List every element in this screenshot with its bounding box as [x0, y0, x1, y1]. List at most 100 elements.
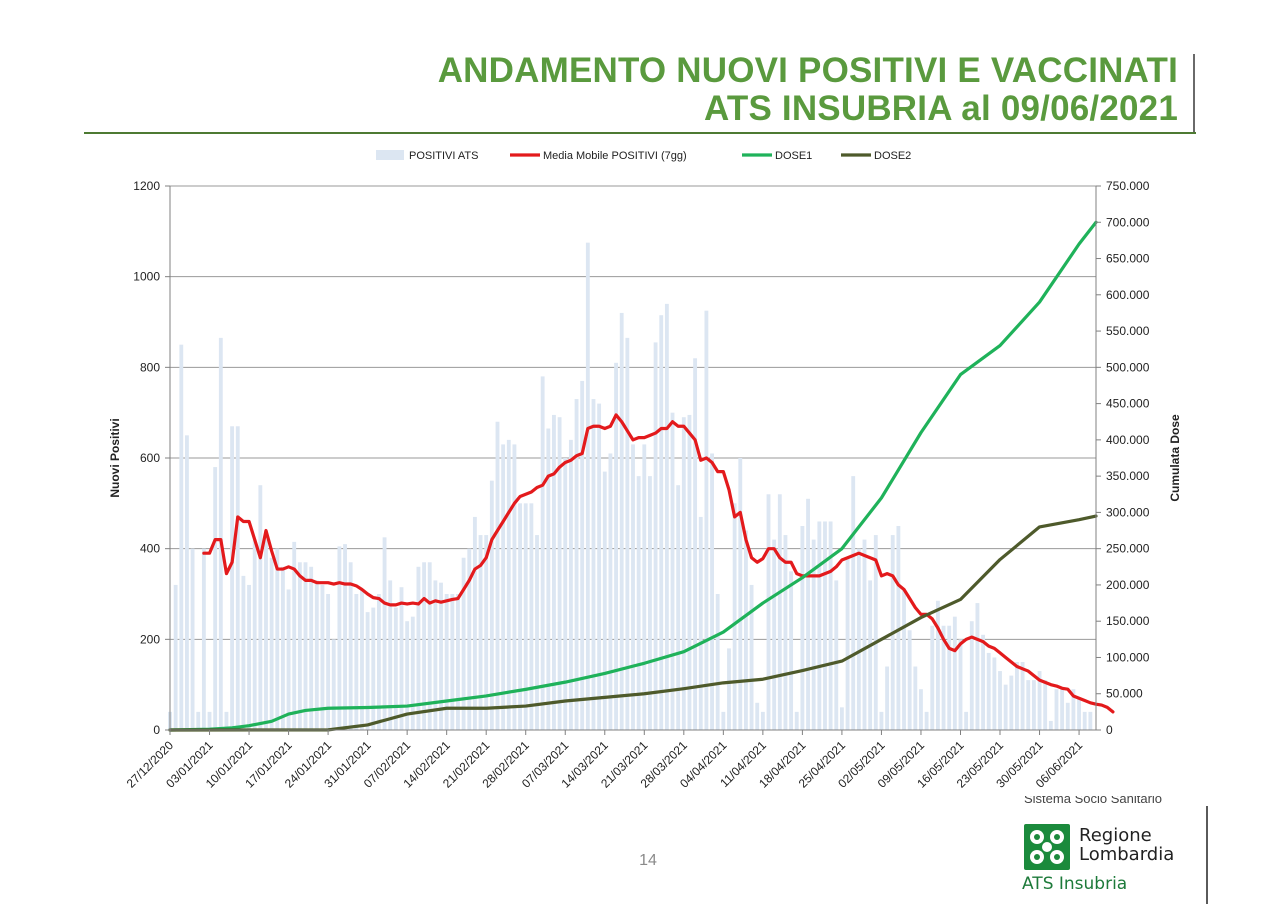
- bar: [546, 428, 551, 730]
- bar: [399, 587, 404, 730]
- bar: [1015, 662, 1019, 730]
- bar: [800, 526, 805, 730]
- bar: [506, 439, 511, 730]
- bar: [755, 702, 760, 730]
- y2-tick-label: 500.000: [1106, 360, 1150, 374]
- bar: [868, 580, 873, 730]
- legend-label-0: POSITIVI ATS: [409, 150, 478, 162]
- title-line-1: ANDAMENTO NUOVI POSITIVI E VACCINATI: [437, 51, 1178, 90]
- bar: [410, 616, 415, 730]
- bar: [698, 516, 703, 730]
- bar: [749, 584, 754, 730]
- bar: [190, 548, 195, 730]
- y2-tick-label: 250.000: [1106, 542, 1150, 556]
- bar: [856, 548, 861, 730]
- bar: [879, 711, 884, 730]
- bar: [427, 562, 432, 730]
- bar: [529, 503, 534, 730]
- page-number: 14: [639, 852, 657, 869]
- bar: [930, 625, 935, 730]
- y-tick-label: 800: [140, 360, 160, 374]
- y2-tick-label: 650.000: [1106, 252, 1150, 266]
- line-dose1: [168, 220, 1098, 732]
- bar: [201, 548, 206, 730]
- bar: [439, 582, 443, 730]
- logo-name-line-2: Lombardia: [1079, 844, 1175, 865]
- bar: [935, 600, 940, 730]
- bar: [275, 548, 280, 730]
- bar: [1065, 702, 1070, 730]
- bar-series-positivi: [168, 242, 1093, 731]
- bar: [422, 562, 427, 730]
- bar: [512, 444, 517, 730]
- bar: [806, 498, 810, 730]
- bar: [602, 471, 607, 730]
- y2-tick-label: 450.000: [1106, 397, 1150, 411]
- bar: [998, 671, 1002, 730]
- bar: [326, 594, 331, 730]
- bar: [648, 476, 652, 730]
- y2-tick-label: 200.000: [1106, 578, 1150, 592]
- bar: [727, 648, 731, 730]
- bar: [1009, 675, 1014, 730]
- bar: [1026, 680, 1031, 730]
- bar: [371, 607, 376, 730]
- bar: [591, 399, 596, 730]
- y-tick-label: 1200: [133, 179, 160, 193]
- bar: [687, 414, 692, 730]
- legend-label-1: Media Mobile POSITIVI (7gg): [543, 150, 687, 162]
- bar: [964, 711, 969, 730]
- bar: [252, 539, 257, 730]
- bar: [224, 711, 229, 730]
- legend-swatch-0: [376, 150, 404, 160]
- bar: [738, 458, 743, 730]
- bar: [1031, 680, 1036, 730]
- bar: [179, 344, 184, 730]
- y2-tick-label: 700.000: [1106, 215, 1150, 229]
- bar: [247, 584, 251, 730]
- bar: [941, 625, 946, 730]
- bar: [1071, 689, 1076, 730]
- bar: [444, 594, 449, 730]
- y2-tick-label: 150.000: [1106, 614, 1150, 628]
- bar: [281, 566, 285, 730]
- bar: [625, 337, 630, 730]
- bar: [574, 399, 579, 730]
- bar: [467, 548, 472, 730]
- logo-top-text: Sistema Socio Sanitario: [1024, 796, 1163, 806]
- y2-tick-label: 0: [1106, 723, 1113, 737]
- bar: [777, 494, 782, 730]
- bar: [196, 711, 201, 730]
- bar: [535, 535, 539, 730]
- bar: [721, 711, 726, 730]
- y2-tick-label: 100.000: [1106, 650, 1150, 664]
- bar: [416, 566, 421, 730]
- line-dose2: [168, 514, 1098, 732]
- bar: [360, 589, 364, 730]
- bar: [382, 537, 387, 730]
- bar: [258, 485, 263, 730]
- bar: [659, 315, 664, 730]
- logo-name-line-1: Regione: [1079, 825, 1152, 846]
- bar: [1003, 684, 1008, 730]
- bar: [354, 594, 359, 730]
- title-divider-vertical: [1193, 54, 1195, 132]
- logo-divider: [1206, 806, 1208, 904]
- regione-lombardia-logo: Sistema Socio Sanitario Regione Lombardi…: [1018, 796, 1198, 900]
- y2-tick-label: 350.000: [1106, 469, 1150, 483]
- bar: [173, 584, 178, 730]
- y2-tick-label: 550.000: [1106, 324, 1150, 338]
- bar: [811, 539, 816, 730]
- bar: [992, 657, 997, 730]
- bar: [986, 652, 991, 730]
- bar: [958, 639, 963, 730]
- bar: [478, 535, 483, 730]
- y-axis-label: Nuovi Positivi: [108, 418, 122, 497]
- y2-tick-label: 400.000: [1106, 433, 1150, 447]
- bar: [337, 546, 342, 730]
- y2-tick-label: 750.000: [1106, 179, 1150, 193]
- bar: [670, 412, 675, 730]
- bar: [1077, 698, 1081, 730]
- bar: [495, 421, 500, 730]
